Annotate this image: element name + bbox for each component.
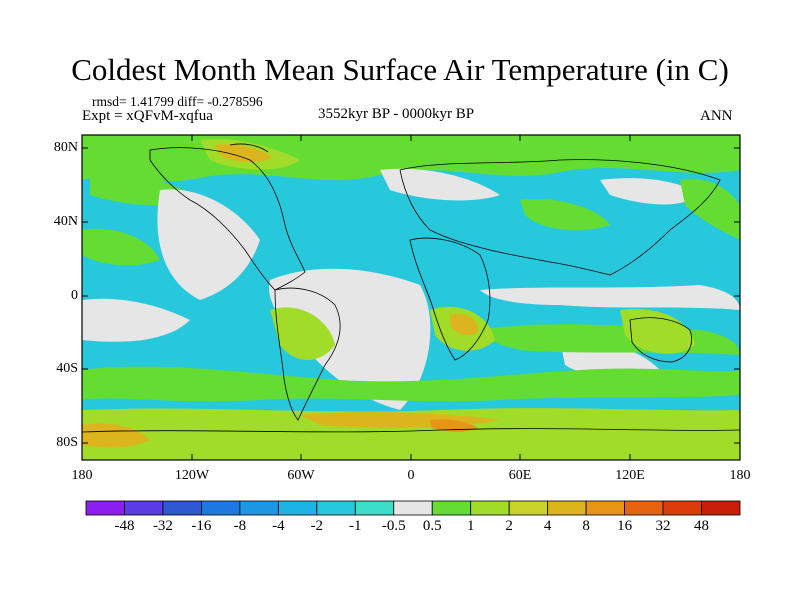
coastlines — [82, 143, 740, 433]
colorbar-tick-label: 32 — [655, 518, 671, 534]
stats-label: rmsd= 1.41799 diff= -0.278596 — [92, 94, 263, 109]
colorbar-swatch — [470, 500, 510, 516]
colorbar-tick-label: 2 — [505, 518, 513, 534]
lat-label: 0 — [71, 288, 78, 303]
colorbar-tick-label: 8 — [582, 518, 590, 534]
colorbar-tick-label: 48 — [694, 518, 710, 534]
colorbar-swatch — [162, 500, 202, 516]
colorbar-swatch — [354, 500, 395, 516]
colorbar-tick-label: -4 — [272, 518, 285, 534]
colorbar-tick-label: 1 — [466, 518, 475, 534]
period-label: 3552kyr BP - 0000kyr BP — [318, 106, 475, 122]
lon-label: 120E — [615, 468, 645, 483]
lon-label: 60E — [508, 468, 532, 483]
colorbar-swatch — [624, 500, 664, 516]
colorbar-swatch — [277, 500, 318, 516]
colorbar-tick-label: -2 — [310, 518, 324, 534]
colorbar-tick-label: -32 — [152, 518, 173, 534]
colorbar-swatch — [85, 500, 125, 516]
colorbar-swatch — [393, 500, 433, 516]
colorbar-tick-label: -8 — [233, 518, 247, 534]
colorbar-tick-label: -16 — [191, 518, 212, 534]
colorbar-tick-label: -48 — [114, 518, 135, 534]
axis-ticks — [81, 135, 741, 460]
lat-label: 80S — [56, 435, 78, 450]
lat-label: 80N — [53, 140, 78, 155]
colorbar-swatch — [662, 500, 702, 516]
colorbar-tick-label: 4 — [543, 518, 552, 534]
lon-label: 0 — [407, 468, 415, 483]
colorbar-swatch — [316, 500, 356, 516]
season-label: ANN — [700, 108, 733, 124]
lat-label: 40S — [56, 361, 78, 376]
experiment-label: Expt = xQFvM-xqfua — [82, 108, 213, 124]
colorbar-swatch — [124, 500, 164, 516]
lon-label: 60W — [287, 468, 315, 483]
colorbar-swatch — [201, 500, 241, 516]
colorbar-swatch — [239, 500, 279, 516]
colorbar-swatch — [585, 500, 625, 516]
lon-label: 180 — [71, 468, 93, 483]
lat-label: 40N — [53, 214, 78, 229]
colorbar-swatch — [547, 500, 587, 516]
colorbar-swatch — [701, 500, 741, 516]
map-title: Coldest Month Mean Surface Air Temperatu… — [71, 52, 729, 87]
lon-label: 120W — [174, 468, 210, 483]
colorbar-tick-label: 0.5 — [422, 518, 442, 534]
colorbar-tick-label: -1 — [349, 518, 362, 534]
colorbar — [85, 500, 741, 516]
colorbar-tick-label: -0.5 — [381, 518, 406, 534]
temperature-field — [82, 135, 740, 460]
lon-label: 180 — [729, 468, 751, 483]
colorbar-swatch — [431, 500, 472, 516]
colorbar-swatch — [508, 500, 549, 516]
colorbar-tick-label: 16 — [617, 518, 633, 534]
